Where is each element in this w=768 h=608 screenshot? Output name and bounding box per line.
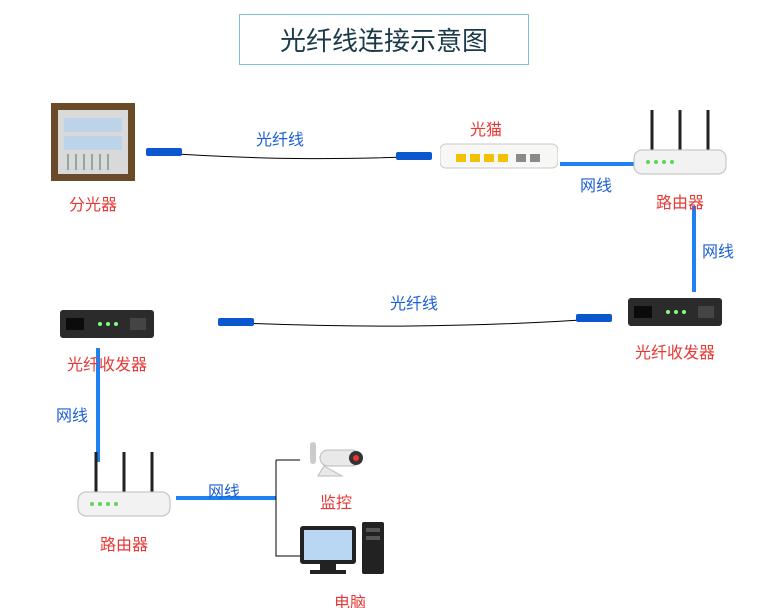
camera-label: 监控 <box>300 489 372 513</box>
node-modem <box>440 140 558 177</box>
modem-icon <box>440 140 558 172</box>
converter-right-label: 光纤收发器 <box>628 339 722 363</box>
node-converter-right: 光纤收发器 <box>628 292 722 363</box>
converter-icon <box>60 304 154 342</box>
router-icon <box>74 452 174 522</box>
router-left-label: 路由器 <box>74 531 174 555</box>
label-eth-3: 网线 <box>56 402 88 426</box>
router-right-label: 路由器 <box>630 189 730 213</box>
edge-fiber-mid <box>218 314 612 326</box>
label-eth-4: 网线 <box>208 478 240 502</box>
node-splitter: 分光器 <box>50 102 136 215</box>
label-modem: 光猫 <box>470 116 502 140</box>
splitter-label: 分光器 <box>50 191 136 215</box>
pc-icon <box>300 520 400 580</box>
label-fiber-top: 光纤线 <box>256 126 304 150</box>
converter-icon <box>628 292 722 330</box>
converter-left-label: 光纤收发器 <box>60 351 154 375</box>
label-fiber-mid: 光纤线 <box>390 290 438 314</box>
node-router-right: 路由器 <box>630 110 730 213</box>
pc-label: 电脑 <box>300 589 400 608</box>
router-icon <box>630 110 730 180</box>
node-pc: 电脑 <box>300 520 400 608</box>
camera-icon <box>300 432 372 480</box>
edge-thin-branch <box>276 460 300 556</box>
label-eth-2: 网线 <box>702 238 734 262</box>
node-converter-left: 光纤收发器 <box>60 304 154 375</box>
splitter-icon <box>50 102 136 182</box>
node-camera: 监控 <box>300 432 372 513</box>
label-eth-1: 网线 <box>580 172 612 196</box>
node-router-left: 路由器 <box>74 452 174 555</box>
diagram-stage: 光纤线连接示意图 <box>0 0 768 608</box>
